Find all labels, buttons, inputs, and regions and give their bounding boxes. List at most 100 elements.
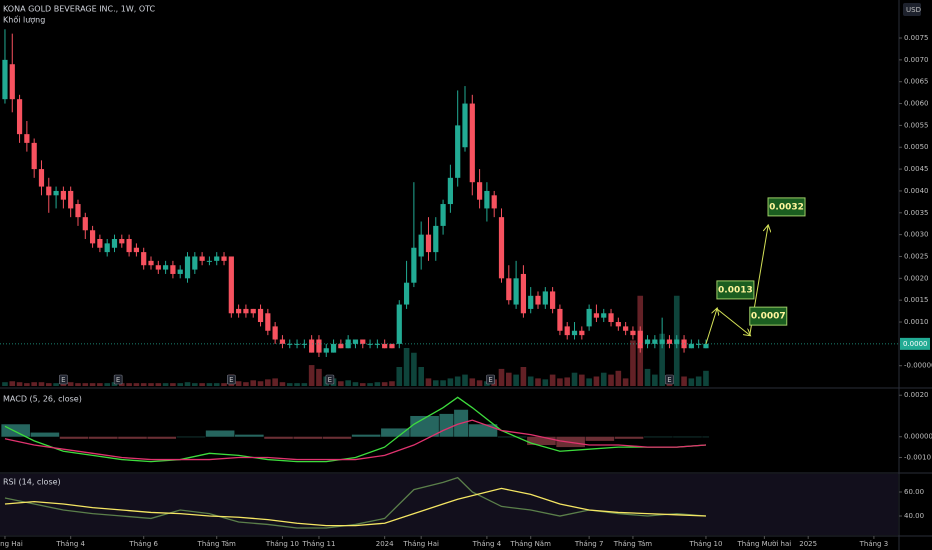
earnings-marker[interactable] (325, 374, 335, 385)
candle-body (389, 343, 395, 349)
x-tick-label: Tháng 6 (128, 540, 158, 548)
volume-bar (9, 381, 16, 386)
volume-bar (542, 379, 549, 386)
y-tick-label: 0.0075 (904, 34, 929, 42)
last-price-label: 0.0000 (903, 340, 928, 348)
histogram-bar (1, 424, 30, 437)
candle-body (170, 265, 176, 274)
y-tick-label: 0.0015 (904, 296, 929, 304)
histogram-bar (643, 436, 673, 438)
earnings-marker[interactable] (113, 374, 123, 385)
candle-body (68, 190, 74, 209)
volume-bar (75, 383, 81, 386)
volume-bar (498, 368, 505, 386)
histogram-bar (235, 434, 264, 437)
y-tick-label: -0.0010 (904, 453, 931, 461)
volume-bar (184, 382, 191, 386)
candle-body (38, 169, 45, 187)
earnings-marker[interactable] (486, 374, 495, 385)
last-price-box (900, 337, 930, 350)
volume-bar (608, 374, 614, 386)
volume-bar (272, 378, 278, 386)
candle-body (309, 339, 315, 353)
volume-bar (45, 383, 52, 386)
y-tick-label: 0.0050 (904, 143, 929, 151)
candle-body (411, 247, 417, 283)
y-tick-label: 0.0065 (904, 78, 929, 86)
x-tick-label: Tháng Mười hai (737, 540, 792, 548)
volume-bar (703, 370, 709, 386)
candle-body (433, 225, 439, 253)
candle-body (462, 103, 468, 148)
candle-body (250, 308, 256, 314)
candle-body (564, 326, 570, 336)
candle-body (557, 308, 563, 331)
volume-bar (286, 383, 293, 386)
candle-body (206, 260, 213, 262)
candle-body (418, 234, 424, 257)
volume-bar (279, 382, 286, 386)
candle-body (528, 295, 534, 309)
volume-bar (140, 383, 147, 386)
histogram-bar (293, 436, 323, 439)
histogram-bar (468, 424, 498, 437)
volume-bar (89, 383, 96, 386)
earnings-marker[interactable] (665, 374, 674, 385)
earnings-label: E (328, 376, 332, 384)
volume-bar (659, 333, 665, 386)
candle-body (316, 339, 322, 353)
volume-bar (199, 383, 205, 386)
volume-bar (557, 378, 563, 386)
histogram-bar (147, 436, 177, 439)
currency: USD (906, 6, 921, 14)
earnings-marker[interactable] (227, 374, 236, 385)
histogram-bar (439, 413, 454, 437)
histogram-bar (322, 436, 352, 439)
y-tick-label: 0.0045 (904, 165, 929, 173)
earnings-label: E (667, 376, 671, 384)
candle-body (623, 326, 629, 331)
candle-body (119, 239, 125, 244)
volume-bar (301, 383, 308, 386)
volume-bar (615, 370, 622, 386)
volume-bar (644, 368, 651, 386)
candle-body (506, 278, 512, 301)
volume-bar (367, 383, 373, 386)
volume-bar (192, 383, 198, 386)
volume-bar (38, 382, 45, 386)
candle-body (111, 239, 118, 248)
volume-bar (579, 374, 585, 386)
volume-bar (206, 383, 213, 386)
candle-body (425, 234, 432, 253)
y-tick-label: 0.0055 (904, 121, 929, 129)
candle-body (89, 230, 96, 244)
volume-bar (294, 383, 300, 386)
volume-bar (24, 383, 30, 386)
y-tick-label: 0.0060 (904, 100, 929, 108)
candle-body (644, 339, 651, 344)
volume-bar (527, 376, 534, 386)
histogram-bar (585, 436, 615, 441)
candle-body (615, 322, 621, 327)
candle-body (104, 243, 110, 253)
volume-bar (454, 376, 461, 386)
candle-body (382, 343, 388, 349)
candle-body (177, 269, 183, 274)
currency-badge[interactable] (903, 3, 921, 16)
volume-bar (411, 352, 417, 386)
volume-bar (67, 382, 74, 386)
candle-body (579, 330, 585, 336)
rsi-background (0, 474, 898, 535)
volume-bar (389, 381, 395, 386)
volume-bar (432, 380, 439, 386)
candle-body (257, 308, 264, 323)
volume-bar (513, 374, 519, 386)
candle-body (513, 278, 519, 305)
earnings-marker[interactable] (59, 374, 68, 385)
x-tick-label: Tháng Tám (197, 540, 237, 548)
volume-bar (338, 381, 344, 386)
histogram-bar (59, 436, 89, 439)
candle-body (265, 313, 271, 331)
candle-body (31, 142, 37, 170)
